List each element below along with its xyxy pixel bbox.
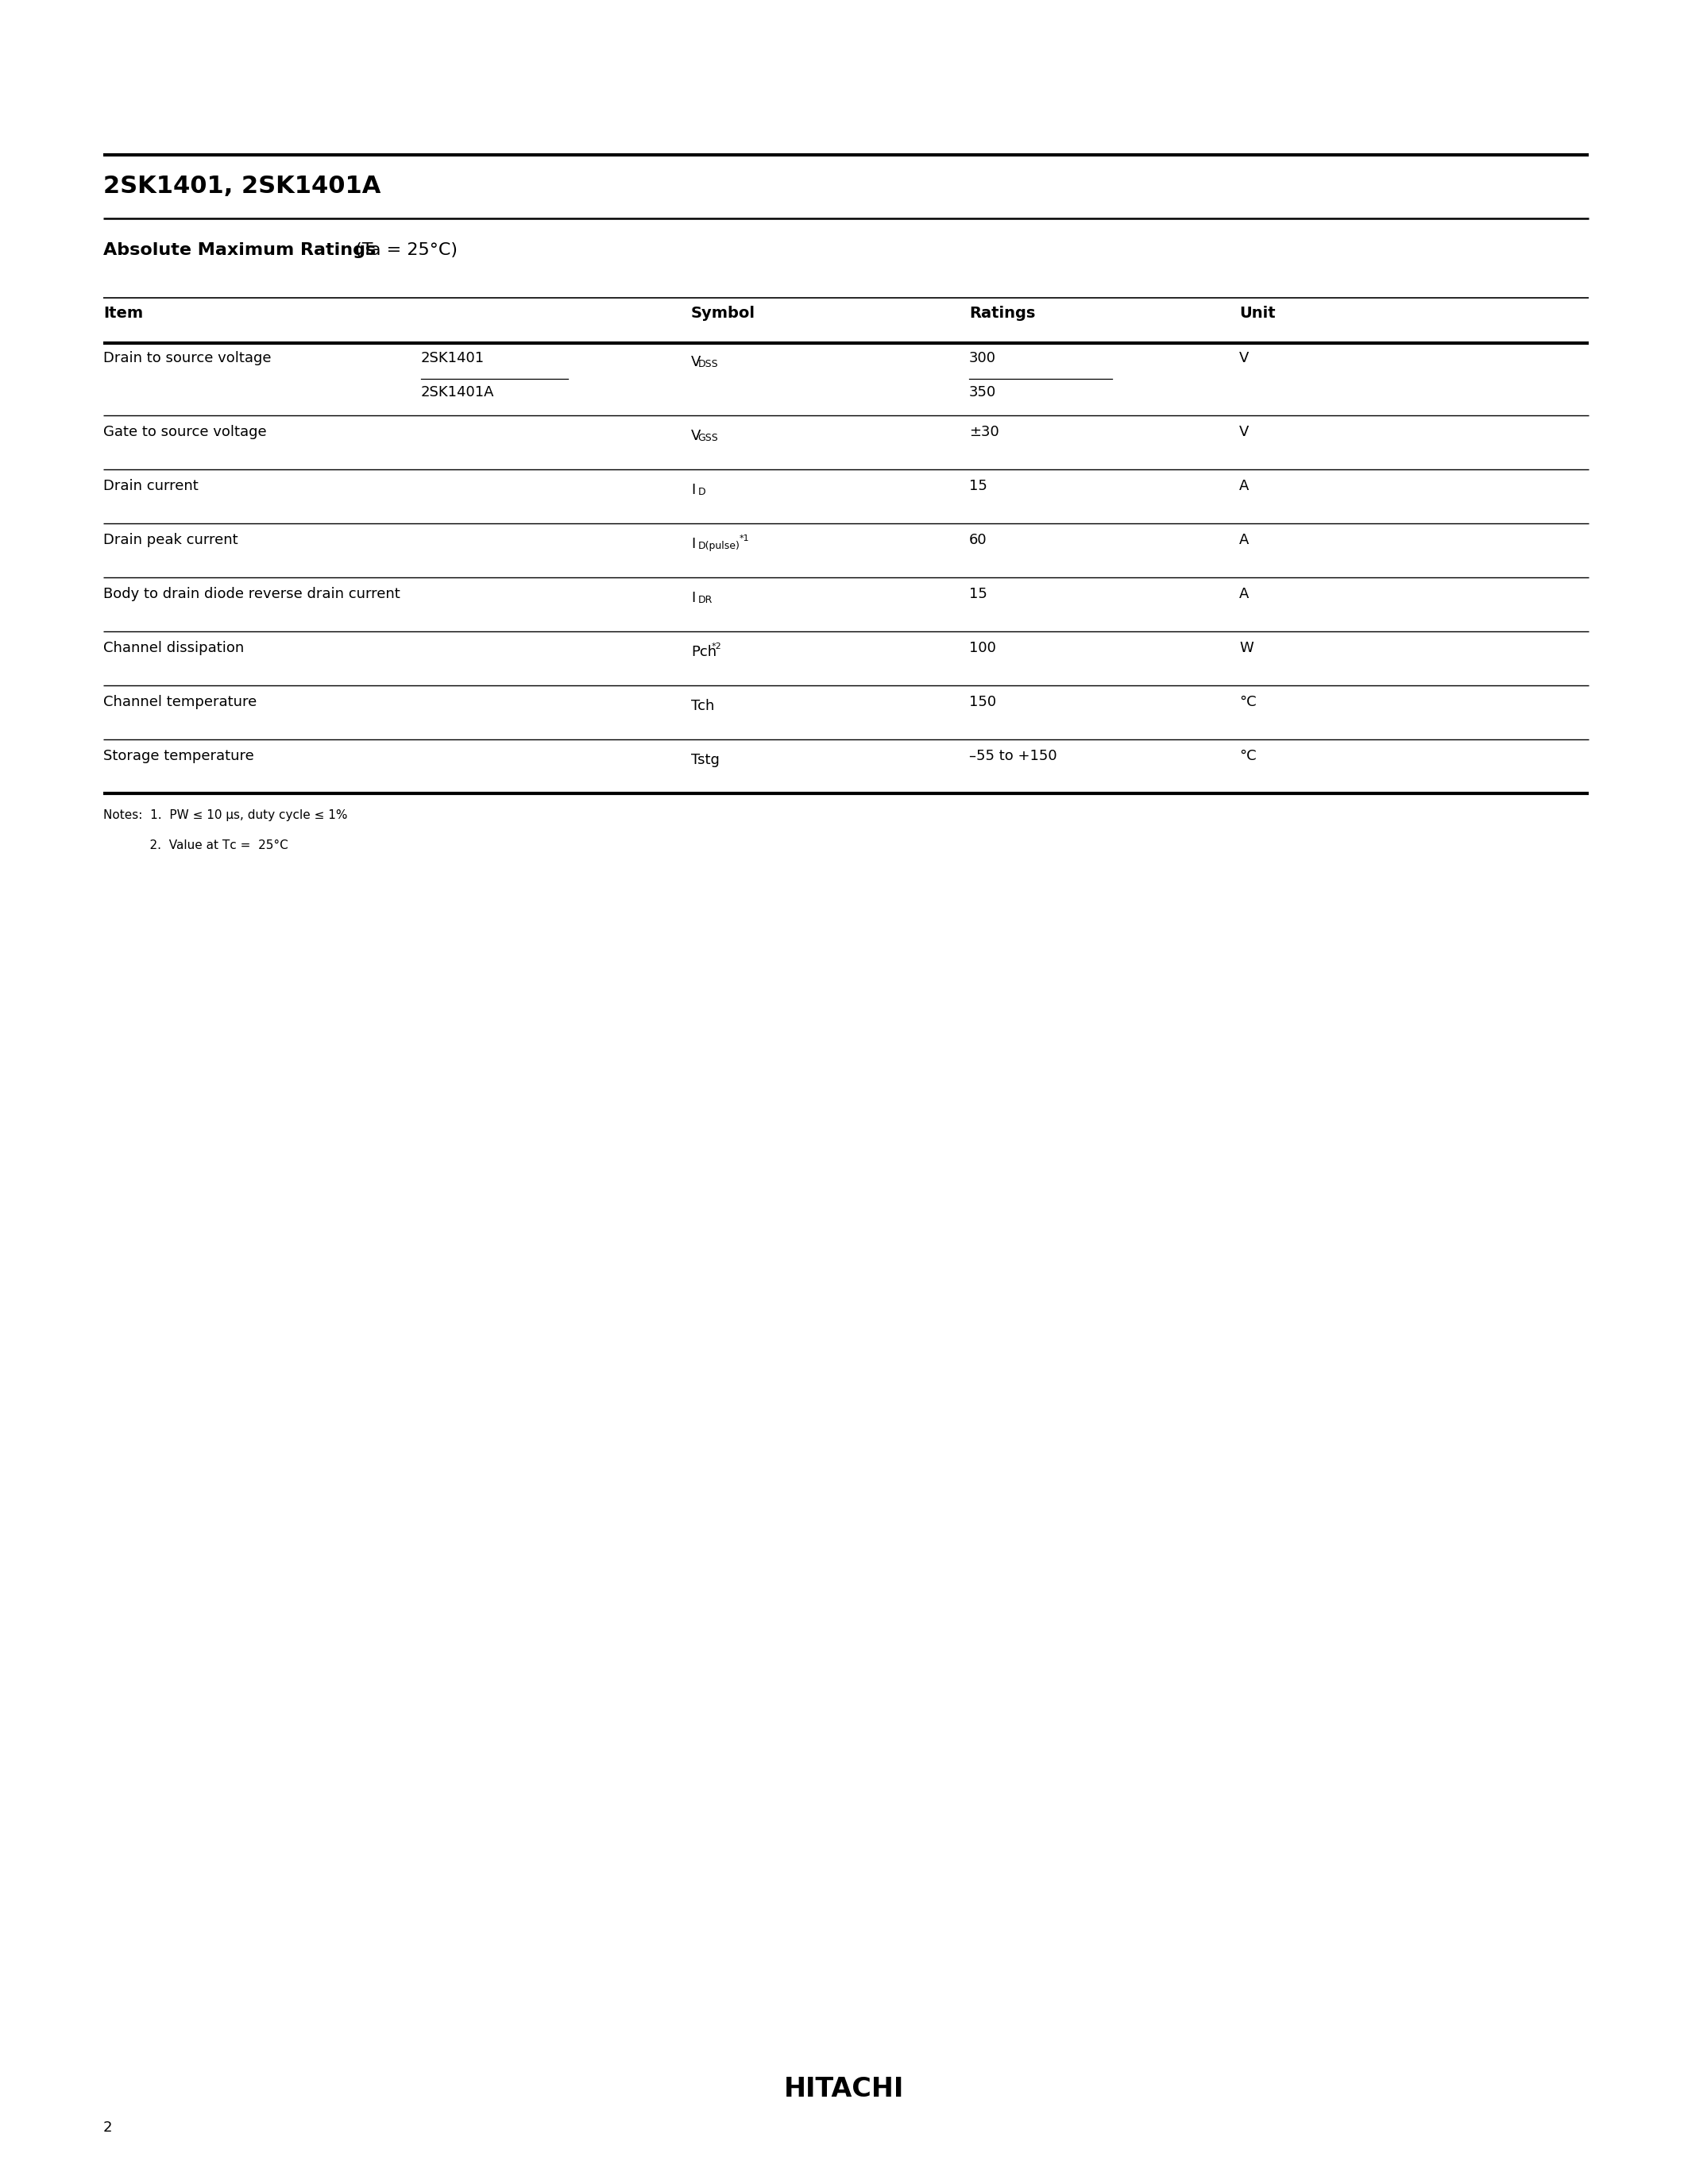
Text: *1: *1 (739, 535, 749, 542)
Text: Pch: Pch (690, 644, 717, 660)
Text: *2: *2 (711, 642, 721, 651)
Text: Drain to source voltage: Drain to source voltage (103, 352, 272, 365)
Text: Notes:  1.  PW ≤ 10 μs, duty cycle ≤ 1%: Notes: 1. PW ≤ 10 μs, duty cycle ≤ 1% (103, 810, 348, 821)
Text: D: D (697, 487, 706, 498)
Text: GSS: GSS (697, 432, 719, 443)
Text: 2SK1401: 2SK1401 (420, 352, 484, 365)
Text: I: I (690, 592, 695, 605)
Text: 15: 15 (969, 587, 987, 601)
Text: A: A (1239, 533, 1249, 548)
Text: I: I (690, 537, 695, 550)
Text: Storage temperature: Storage temperature (103, 749, 253, 762)
Text: Body to drain diode reverse drain current: Body to drain diode reverse drain curren… (103, 587, 400, 601)
Text: Channel temperature: Channel temperature (103, 695, 257, 710)
Text: Unit: Unit (1239, 306, 1276, 321)
Text: Absolute Maximum Ratings: Absolute Maximum Ratings (103, 242, 376, 258)
Text: Channel dissipation: Channel dissipation (103, 640, 245, 655)
Text: V: V (1239, 426, 1249, 439)
Text: Item: Item (103, 306, 143, 321)
Text: 2SK1401, 2SK1401A: 2SK1401, 2SK1401A (103, 175, 381, 199)
Text: 2: 2 (103, 2121, 113, 2134)
Text: °C: °C (1239, 749, 1256, 762)
Text: °C: °C (1239, 695, 1256, 710)
Text: 100: 100 (969, 640, 996, 655)
Text: –55 to +150: –55 to +150 (969, 749, 1057, 762)
Text: 15: 15 (969, 478, 987, 494)
Text: D(pulse): D(pulse) (697, 542, 739, 550)
Text: HITACHI: HITACHI (783, 2075, 905, 2101)
Text: V: V (690, 428, 701, 443)
Text: ±30: ±30 (969, 426, 999, 439)
Text: Drain peak current: Drain peak current (103, 533, 238, 548)
Text: W: W (1239, 640, 1252, 655)
Text: 60: 60 (969, 533, 987, 548)
Text: 300: 300 (969, 352, 996, 365)
Text: 150: 150 (969, 695, 996, 710)
Text: A: A (1239, 587, 1249, 601)
Text: V: V (690, 356, 701, 369)
Text: DR: DR (697, 594, 712, 605)
Text: Drain current: Drain current (103, 478, 199, 494)
Text: 2.  Value at Tᴄ =  25°C: 2. Value at Tᴄ = 25°C (103, 839, 289, 852)
Text: DSS: DSS (697, 358, 717, 369)
Text: Tch: Tch (690, 699, 714, 714)
Text: 2SK1401A: 2SK1401A (420, 384, 495, 400)
Text: 350: 350 (969, 384, 996, 400)
Text: A: A (1239, 478, 1249, 494)
Text: I: I (690, 483, 695, 498)
Text: (Ta = 25°C): (Ta = 25°C) (349, 242, 457, 258)
Text: Symbol: Symbol (690, 306, 756, 321)
Text: Ratings: Ratings (969, 306, 1035, 321)
Text: V: V (1239, 352, 1249, 365)
Text: Tstg: Tstg (690, 753, 719, 767)
Text: Gate to source voltage: Gate to source voltage (103, 426, 267, 439)
